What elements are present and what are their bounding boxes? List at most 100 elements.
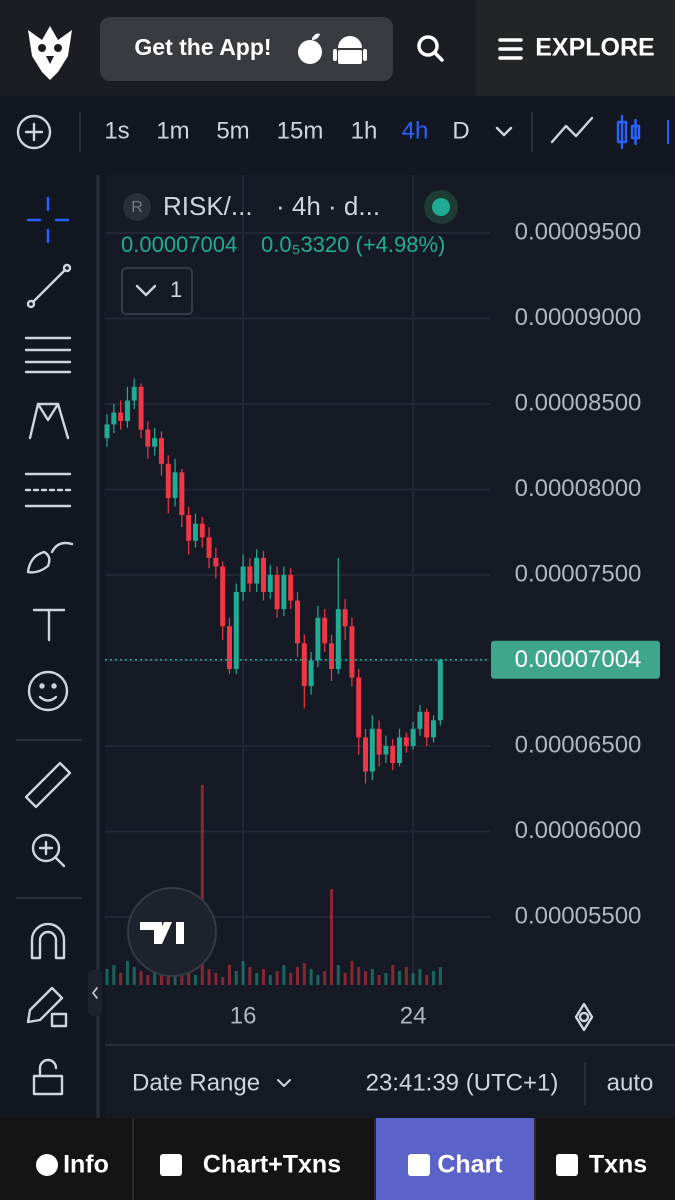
date-range-chevron [277, 1079, 291, 1087]
candle-body [308, 660, 314, 687]
candle-body [138, 386, 144, 430]
indicator-count: 1 [170, 277, 182, 302]
candle-body [356, 677, 362, 738]
candle-body [220, 566, 226, 627]
left-toolbar [0, 168, 98, 1118]
indicator-chevron [135, 284, 157, 297]
candle-body [397, 737, 403, 764]
get-app-text[interactable]: Get the App! [134, 34, 271, 60]
volume-bar [357, 967, 361, 985]
volume-bar [418, 969, 422, 985]
add-indicator-icon[interactable] [16, 114, 52, 150]
candle-body [179, 472, 185, 516]
volume-bar [411, 973, 415, 985]
candle-body [342, 609, 348, 627]
volume-bar [330, 889, 334, 985]
volume-bar [391, 965, 395, 985]
nav-icon [556, 1154, 578, 1176]
volume-bar [119, 973, 123, 985]
candle-body [322, 617, 328, 644]
candle-body [267, 574, 273, 593]
nav-icon [36, 1154, 58, 1176]
candle-chart-icon[interactable] [616, 114, 641, 150]
volume-bar [323, 971, 327, 985]
collapse-handle[interactable] [88, 970, 102, 1016]
volume-bar [336, 965, 340, 985]
apple-icon [298, 33, 322, 64]
timeframe[interactable]: 1s [104, 117, 129, 144]
volume-bar [180, 971, 184, 985]
volume-bar [282, 965, 286, 985]
indicator-toggle[interactable] [121, 267, 193, 315]
volume-bar [398, 971, 402, 985]
timeframe[interactable]: 1m [156, 117, 189, 144]
timeframe-chevron[interactable] [495, 126, 513, 137]
volume-bar [425, 975, 429, 985]
candle-body [431, 720, 437, 738]
y-tick-label: 0.00009500 [515, 218, 642, 245]
candle-body [363, 737, 369, 772]
legend-price: 0.00007004 [121, 232, 237, 257]
timeframe[interactable]: 4h [402, 117, 429, 144]
volume-bar [370, 969, 374, 985]
candle-body [240, 566, 246, 593]
volume-bar [384, 973, 388, 985]
volume-bar [316, 975, 320, 985]
nav-item[interactable]: Info [63, 1151, 109, 1179]
nav-active-bg [376, 1118, 534, 1200]
settings-icon[interactable] [574, 1002, 594, 1032]
volume-bar [438, 967, 442, 985]
search-icon[interactable] [417, 35, 444, 62]
volume-bar [112, 965, 116, 985]
last-price-label: 0.00007004 [515, 646, 642, 673]
volume-bar [343, 973, 347, 985]
nav-item[interactable]: Txns [589, 1151, 647, 1179]
interval: · 4h · d... [276, 191, 380, 221]
candle-body [335, 609, 341, 670]
auto-scale[interactable]: auto [607, 1069, 654, 1096]
candle-body [206, 537, 212, 558]
volume-bar [146, 975, 150, 985]
timeframe[interactable]: D [452, 117, 469, 144]
candle-body [145, 429, 151, 447]
y-tick-label: 0.00006000 [515, 817, 642, 844]
x-tick-label: 24 [400, 1002, 427, 1029]
timeframe[interactable]: 5m [216, 117, 249, 144]
timeframes: 1s 1m 5m 15m 1h 4h D [104, 117, 469, 144]
y-tick-label: 0.00009000 [515, 304, 642, 331]
date-range[interactable]: Date Range [132, 1069, 260, 1096]
line-chart-icon[interactable] [550, 116, 594, 144]
volume-bar [166, 969, 170, 985]
nav-items: Info Chart+Txns Chart Txns [36, 1118, 647, 1200]
candle-body [369, 728, 375, 772]
volume-bar [289, 973, 293, 985]
explore-text[interactable]: EXPLORE [535, 34, 654, 62]
logo[interactable] [28, 26, 72, 80]
volume-bar [227, 965, 231, 985]
candle-body [274, 574, 280, 610]
timeframe[interactable]: 15m [277, 117, 324, 144]
tv-logo[interactable] [127, 887, 217, 977]
volume-bar [193, 975, 197, 985]
get-app-button[interactable] [100, 17, 393, 81]
volume-bar [214, 973, 218, 985]
symbol-badge-text: R [131, 199, 143, 216]
volume-bar [255, 973, 259, 985]
timeframe[interactable]: 1h [351, 117, 378, 144]
toolbar-icons[interactable] [24, 196, 74, 1096]
x-tick-label: 16 [230, 1002, 257, 1029]
candle-body [301, 643, 307, 687]
timeframe-bar [0, 96, 675, 168]
volume-bar [350, 961, 354, 985]
volume-bar [241, 961, 245, 985]
candle-body [254, 557, 260, 584]
nav-item[interactable]: Chart [437, 1151, 503, 1179]
menu-icon[interactable] [498, 38, 523, 60]
volume-bar [248, 967, 252, 985]
nav-item[interactable]: Chart+Txns [203, 1151, 341, 1179]
y-tick-label: 0.00007500 [515, 560, 642, 587]
candle-body [118, 412, 124, 422]
candle-body [192, 523, 198, 541]
candle-body [410, 728, 416, 746]
candle-body [124, 400, 130, 422]
